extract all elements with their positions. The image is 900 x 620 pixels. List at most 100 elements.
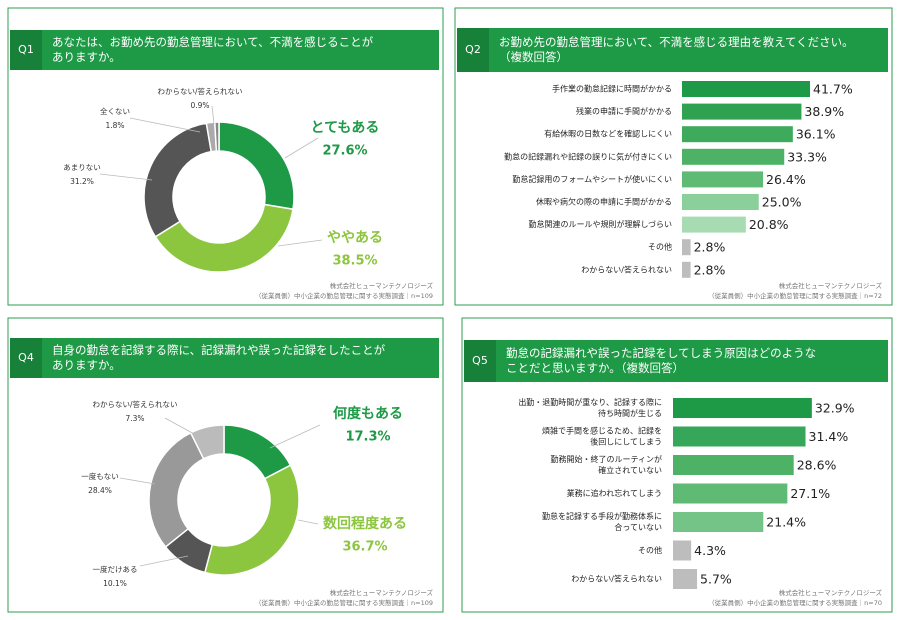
question-title: （複数回答）: [499, 50, 568, 64]
source-note: （従業員側）中小企業の勤怠管理に関する実態調査｜n=70: [708, 598, 882, 607]
source-note: 株式会社ヒューマンテクノロジーズ: [779, 281, 883, 290]
category-label: 後回しにしてしまう: [590, 437, 662, 447]
slice-label: 数回程度ある: [323, 515, 407, 532]
category-label: 勤務開始・終了のルーティンが: [550, 454, 662, 464]
panel-border: [461, 317, 893, 613]
donut-slice: [189, 424, 225, 460]
donut-slice: [143, 122, 213, 238]
value-label: 31.4%: [809, 429, 849, 444]
slice-value: 38.5%: [332, 254, 377, 269]
value-label: 2.8%: [694, 262, 726, 277]
slice-label: 全くない: [100, 106, 130, 116]
source-note: 株式会社ヒューマンテクノロジーズ: [330, 281, 434, 290]
category-label: その他: [638, 545, 662, 555]
donut-slice: [203, 464, 300, 576]
slice-value: 28.4%: [88, 486, 112, 495]
category-label: 勤怠を記録する手段が勤務体系に: [542, 511, 662, 521]
leader-line: [164, 417, 206, 441]
leader-line: [284, 137, 319, 159]
source-note: （従業員側）中小企業の勤怠管理に関する実態調査｜n=109: [255, 598, 433, 607]
slice-value: 0.9%: [190, 101, 209, 110]
category-label: 合っていない: [614, 522, 662, 532]
category-label: 煩雑で手間を感じるため、記録を: [542, 426, 662, 436]
bar: [682, 81, 811, 97]
slice-label: 一度もない: [81, 471, 119, 481]
question-title: ありますか。: [52, 50, 121, 64]
bar: [682, 171, 764, 188]
category-label: 待ち時間が生じる: [598, 408, 662, 418]
donut-slice: [148, 431, 205, 549]
question-label: Q5: [472, 354, 488, 367]
bar: [682, 261, 691, 278]
question-box: [10, 338, 42, 378]
question-title: あなたは、お勤め先の勤怠管理において、不満を感じることが: [52, 35, 374, 49]
category-label: 勤怠の記録漏れや記録の誤りに気が付きにくい: [504, 151, 672, 161]
source-note: （従業員側）中小企業の勤怠管理に関する実態調査｜n=109: [255, 291, 433, 300]
question-label: Q2: [465, 43, 481, 56]
leader-line: [297, 519, 319, 525]
slice-label: あまりない: [63, 163, 101, 172]
value-label: 36.1%: [796, 127, 836, 142]
bar: [673, 569, 698, 589]
slice-value: 31.2%: [70, 177, 94, 186]
question-label: Q1: [18, 43, 34, 56]
title-banner: [42, 338, 439, 378]
title-banner: [42, 30, 439, 70]
bar: [682, 239, 691, 256]
slice-label: 何度もある: [333, 405, 403, 422]
bar: [682, 216, 746, 233]
category-label: わからない/答えられない: [581, 264, 672, 274]
category-label: 勤怠関連のルールや規則が理解しづらい: [528, 219, 672, 229]
slice-value: 27.6%: [322, 144, 367, 159]
bar: [673, 455, 794, 475]
title-banner: [496, 340, 888, 382]
value-label: 4.3%: [694, 543, 726, 558]
slice-value: 17.3%: [345, 430, 390, 445]
question-title: 自身の勤怠を記録する際に、記録漏れや誤った記録をしたことが: [52, 343, 386, 357]
value-label: 2.8%: [694, 240, 726, 255]
value-label: 26.4%: [766, 172, 806, 187]
leader-line: [129, 117, 201, 133]
value-label: 5.7%: [700, 572, 732, 587]
question-box: [464, 340, 496, 382]
donut-slice: [218, 121, 295, 211]
value-label: 28.6%: [797, 458, 837, 473]
question-label: Q4: [18, 351, 34, 364]
question-title: ことだと思いますか。（複数回答）: [506, 361, 684, 375]
bar: [682, 194, 759, 210]
bar: [673, 426, 806, 447]
bar: [682, 103, 802, 120]
leader-line: [99, 173, 153, 181]
slice-value: 7.3%: [125, 414, 144, 423]
category-label: 出勤・退勤時間が重なり、記録する際に: [518, 397, 662, 407]
bar: [673, 483, 788, 504]
source-note: 株式会社ヒューマンテクノロジーズ: [779, 588, 883, 597]
slice-label: わからない/答えられない: [92, 399, 177, 409]
panel-border: [7, 7, 444, 306]
slice-value: 36.7%: [342, 540, 387, 555]
panel-border: [7, 317, 444, 613]
question-title: 勤怠の記録漏れや誤った記録をしてしまう原因はどのような: [506, 346, 816, 360]
category-label: その他: [648, 242, 672, 252]
category-label: 残業の申請に手間がかかる: [576, 106, 672, 116]
panel-border: [454, 7, 893, 306]
bar: [682, 126, 793, 143]
value-label: 21.4%: [766, 515, 806, 530]
value-label: 33.3%: [787, 149, 827, 164]
leader-line: [119, 477, 156, 485]
source-note: （従業員側）中小企業の勤怠管理に関する実態調査｜n=72: [708, 291, 882, 300]
bar: [682, 148, 785, 165]
category-label: 休暇や病欠の際の申請に手間がかかる: [536, 197, 672, 207]
question-title: ありますか。: [52, 358, 121, 372]
question-box: [457, 28, 489, 72]
bar: [673, 512, 764, 532]
slice-label: 一度だけある: [93, 564, 138, 574]
value-label: 27.1%: [790, 486, 830, 501]
bar: [673, 398, 812, 418]
question-title: お勤め先の勤怠管理において、不満を感じる理由を教えてください。: [499, 35, 854, 49]
category-label: 業務に追われ忘れてしまう: [567, 488, 662, 498]
slice-label: わからない/答えられない: [157, 86, 242, 96]
source-note: 株式会社ヒューマンテクノロジーズ: [330, 588, 434, 597]
